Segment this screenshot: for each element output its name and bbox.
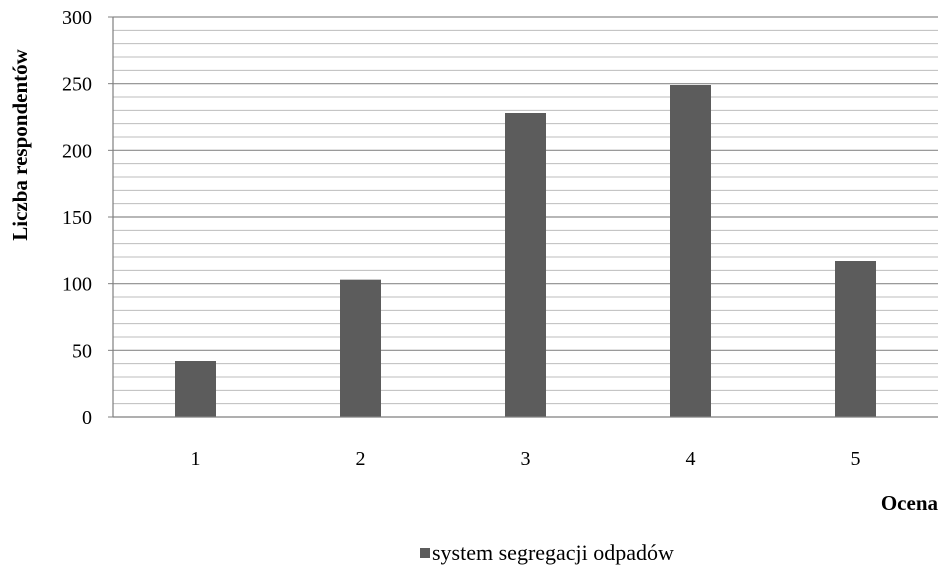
y-tick-label: 250	[62, 74, 92, 96]
bar-1	[175, 361, 216, 417]
legend-swatch	[420, 548, 430, 558]
y-tick-label: 100	[62, 274, 92, 296]
y-tick-label: 0	[82, 407, 92, 429]
y-tick-label: 50	[72, 340, 92, 362]
x-tick-label: 5	[851, 448, 861, 470]
bar-5	[835, 261, 876, 417]
y-tick-label: 150	[62, 207, 92, 229]
y-tick-label: 300	[62, 7, 92, 29]
x-tick-label: 3	[521, 448, 531, 470]
x-tick-label: 2	[356, 448, 366, 470]
bars	[175, 85, 876, 417]
y-axis-title: Liczba respondentów	[8, 48, 32, 240]
bar-4	[670, 85, 711, 417]
x-tick-label: 1	[191, 448, 201, 470]
y-axis-ticks: 0 50 100 150 200 250 300	[62, 7, 113, 429]
legend-label: system segregacji odpadów	[432, 540, 674, 565]
y-tick-label: 200	[62, 140, 92, 162]
bar-3	[505, 113, 546, 417]
x-tick-label: 4	[686, 448, 696, 470]
x-axis-title: Ocena	[881, 491, 939, 515]
legend: system segregacji odpadów	[420, 540, 674, 565]
bar-2	[340, 279, 381, 417]
x-axis-ticks: 1 2 3 4 5	[191, 448, 861, 470]
axes	[112, 17, 938, 418]
